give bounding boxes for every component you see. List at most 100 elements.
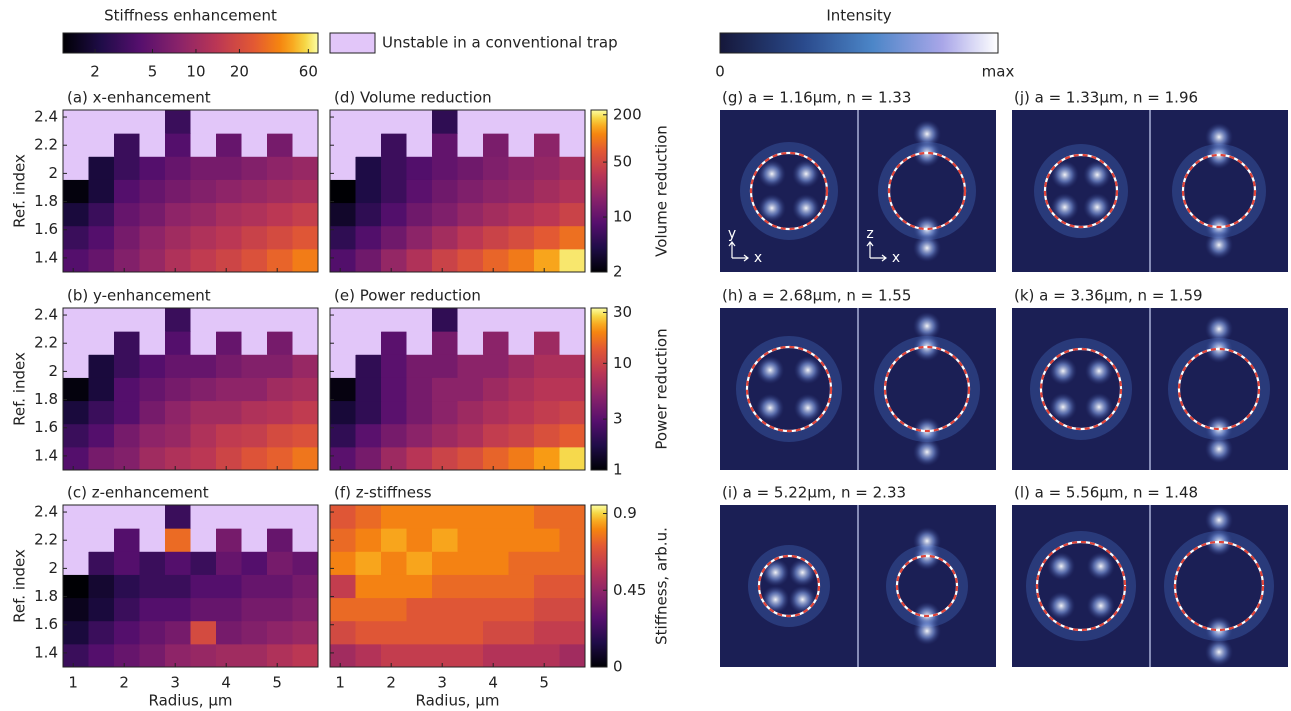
cell [534, 574, 560, 598]
cell [267, 331, 293, 355]
cell [267, 447, 293, 471]
intensity-blob [762, 586, 790, 614]
cell [560, 424, 586, 448]
cell [140, 179, 166, 203]
cell [114, 551, 140, 575]
panel-title: (d) Volume reduction [334, 89, 492, 107]
unstable-cell [458, 331, 484, 355]
cell [114, 203, 140, 227]
cell [407, 203, 433, 227]
cell [140, 226, 166, 250]
cell [381, 644, 407, 668]
unstable-cell [330, 308, 356, 332]
cell [407, 528, 433, 552]
y-tick-label: 2.2 [34, 136, 58, 154]
cell [165, 249, 191, 273]
colorbar-label: Power reduction [653, 328, 671, 449]
cell [63, 203, 89, 227]
intensity-blob [913, 234, 941, 262]
cell [63, 574, 89, 598]
unstable-cell [407, 133, 433, 157]
cell [560, 598, 586, 622]
unstable-cell [293, 133, 319, 157]
cell [165, 644, 191, 668]
y-tick-label: 1.6 [34, 418, 58, 436]
unstable-cell [407, 331, 433, 355]
cell [381, 133, 407, 157]
unstable-cell [114, 308, 140, 332]
cell [191, 203, 217, 227]
intensity-blob [1205, 435, 1233, 463]
y-tick-label: 1.8 [34, 192, 58, 210]
cell [509, 598, 535, 622]
cell [114, 249, 140, 273]
y-axis-label: Ref. index [11, 549, 29, 623]
cell [216, 447, 242, 471]
unstable-cell [560, 331, 586, 355]
unstable-cell [356, 110, 382, 134]
cell [216, 354, 242, 378]
cell [534, 598, 560, 622]
cell [293, 621, 319, 645]
cell [216, 551, 242, 575]
unstable-cell [216, 308, 242, 332]
cell [458, 644, 484, 668]
unstable-cell [458, 308, 484, 332]
unstable-cell [509, 308, 535, 332]
unstable-cell [242, 505, 268, 529]
y-tick-label: 2.4 [34, 306, 58, 324]
cell [267, 401, 293, 425]
y-tick-label: 2 [48, 559, 58, 577]
colorbar [63, 33, 318, 53]
panel-title: (h) a = 2.68μm, n = 1.55 [722, 287, 911, 305]
colorbar-tick-label: 3 [613, 410, 623, 428]
cell [165, 447, 191, 471]
cell [267, 354, 293, 378]
cell [483, 156, 509, 180]
unstable-cell [63, 156, 89, 180]
cell [140, 447, 166, 471]
y-tick-label: 2.2 [34, 334, 58, 352]
cell [458, 551, 484, 575]
unstable-cell [560, 110, 586, 134]
colorbar-tick-label: 20 [230, 63, 249, 81]
cell [89, 354, 115, 378]
colorbar-tick-label: max [982, 63, 1015, 81]
panel-title: (f) z-stiffness [334, 484, 432, 502]
cell [216, 424, 242, 448]
cell [534, 179, 560, 203]
cell [509, 156, 535, 180]
cell [432, 377, 458, 401]
cell [114, 598, 140, 622]
cell [267, 528, 293, 552]
x-tick-label: 5 [539, 674, 549, 692]
cell [407, 354, 433, 378]
intensity-blob [1087, 592, 1115, 620]
y-tick-label: 2.4 [34, 108, 58, 126]
y-tick-label: 1.6 [34, 220, 58, 238]
cell [216, 133, 242, 157]
cell [560, 401, 586, 425]
cell [560, 377, 586, 401]
legend-label: Unstable in a conventional trap [382, 34, 618, 52]
cell [458, 249, 484, 273]
cell [458, 401, 484, 425]
cell [242, 621, 268, 645]
cell [509, 505, 535, 529]
cell [165, 621, 191, 645]
cell [242, 424, 268, 448]
cell [293, 203, 319, 227]
cell [483, 179, 509, 203]
unstable-cell [89, 331, 115, 355]
cell [330, 377, 356, 401]
unstable-cell [458, 133, 484, 157]
cell [534, 401, 560, 425]
cell [165, 179, 191, 203]
cell [242, 226, 268, 250]
cell [216, 377, 242, 401]
cell [381, 179, 407, 203]
cell [267, 424, 293, 448]
cell [191, 447, 217, 471]
cell [356, 354, 382, 378]
cell [534, 621, 560, 645]
